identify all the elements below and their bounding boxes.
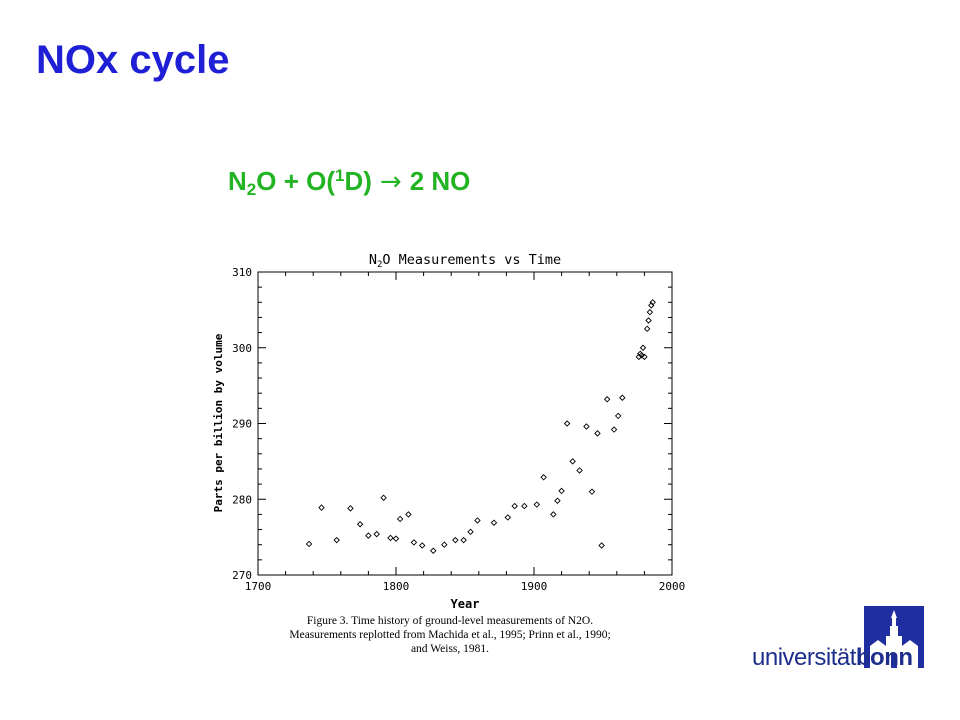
y-tick-label: 270 (232, 569, 252, 582)
data-point-diamond (649, 299, 656, 306)
data-point-diamond (347, 505, 354, 512)
axis-ticks: 1700 1800 1900 2000 270 280 290 300 310 (232, 266, 685, 593)
data-point-diamond (583, 423, 590, 430)
data-point-diamond (646, 308, 654, 316)
x-tick-label: 2000 (659, 580, 686, 593)
logo-text-regular: universität (752, 644, 856, 671)
data-point-diamond (318, 504, 325, 511)
data-point-diamond (504, 514, 512, 521)
data-point-diamond (392, 535, 400, 542)
data-point-diamond (554, 497, 561, 505)
y-tick-label: 300 (232, 342, 252, 355)
data-point-diamond (430, 547, 437, 554)
reaction-n-subscript: 2 (246, 180, 257, 199)
data-point-diamond (405, 511, 412, 518)
y-tick-label: 310 (232, 266, 252, 279)
logo-wordmark: universitätbonn (752, 644, 913, 672)
data-point-diamond (558, 487, 565, 495)
university-logo: universitätbonn (752, 606, 928, 672)
chart-title-subscript: 2 (377, 260, 382, 270)
data-point-diamond (380, 494, 387, 501)
chart-title-prefix: N (369, 252, 377, 268)
reaction-n: N (228, 166, 247, 196)
data-point-diamond (569, 458, 576, 465)
data-point-diamond (639, 344, 647, 351)
x-tick-label: 1900 (521, 580, 548, 593)
data-point-diamond (387, 534, 394, 542)
data-point-diamond (533, 501, 540, 508)
x-tick-label: 1700 (245, 580, 272, 593)
data-point-diamond (441, 541, 448, 548)
plot-frame (257, 271, 673, 576)
data-point-diamond (643, 325, 651, 333)
data-point-diamond (410, 539, 418, 546)
data-point-diamond (645, 317, 652, 324)
data-point-diamond (474, 517, 481, 524)
data-point-diamond (550, 511, 557, 518)
data-point-diamond (356, 521, 364, 528)
n2o-scatter-chart: N2O Measurements vs Time 1700 1800 1900 200… (212, 252, 685, 611)
data-point-diamond (333, 536, 340, 544)
data-point-diamond (373, 530, 380, 538)
data-point-diamond (396, 515, 404, 523)
data-point-diamond (511, 502, 518, 510)
data-point-diamond (594, 430, 601, 437)
caption-line-2: Measurements replotted from Machida et a… (289, 629, 611, 641)
slide-title: NOx cycle (36, 38, 230, 82)
caption-line-1: Figure 3. Time history of ground-level m… (306, 615, 594, 627)
data-point-diamond (521, 502, 528, 510)
data-point-diamond (452, 536, 459, 544)
data-point-diamond (619, 394, 626, 401)
data-point-diamond (563, 420, 571, 427)
data-point-diamond (598, 542, 605, 549)
castle-emblem-icon (864, 606, 924, 668)
caption-line-3: and Weiss, 1981. (410, 643, 490, 655)
data-point-diamond (490, 519, 498, 526)
data-points (305, 299, 656, 554)
reaction-o-plus: O + O( (256, 166, 335, 196)
data-point-diamond (305, 540, 313, 548)
x-tick-label: 1800 (383, 580, 410, 593)
data-point-diamond (614, 412, 622, 420)
reaction-equation: N2O + O(1D) → 2 NO (228, 166, 471, 198)
figure-caption: Figure 3. Time history of ground-level m… (270, 614, 630, 656)
data-point-diamond (460, 536, 467, 544)
data-point-diamond (638, 352, 645, 359)
y-tick-label: 280 (232, 493, 252, 506)
data-point-diamond (603, 396, 611, 403)
reaction-arrow-icon: → (379, 167, 402, 197)
logo-text-bold: bonn (855, 644, 913, 671)
reaction-d-close: D) (344, 166, 372, 196)
y-tick-label: 290 (232, 418, 252, 431)
data-point-diamond (540, 474, 547, 481)
data-point-diamond (610, 426, 618, 433)
data-point-diamond (576, 467, 583, 474)
data-point-diamond (641, 353, 648, 361)
reaction-product: 2 NO (409, 166, 471, 196)
y-axis-label: Parts per billion by volume (212, 333, 225, 512)
chart-title-suffix: O Measurements vs Time (382, 252, 561, 268)
data-point-diamond (418, 542, 426, 549)
x-axis-label: Year (451, 597, 480, 611)
data-point-diamond (467, 528, 474, 536)
data-point-diamond (588, 488, 596, 495)
reaction-superscript: 1 (335, 166, 345, 185)
data-point-diamond (365, 532, 372, 539)
chart-title: N2O Measurements vs Time (369, 252, 561, 270)
